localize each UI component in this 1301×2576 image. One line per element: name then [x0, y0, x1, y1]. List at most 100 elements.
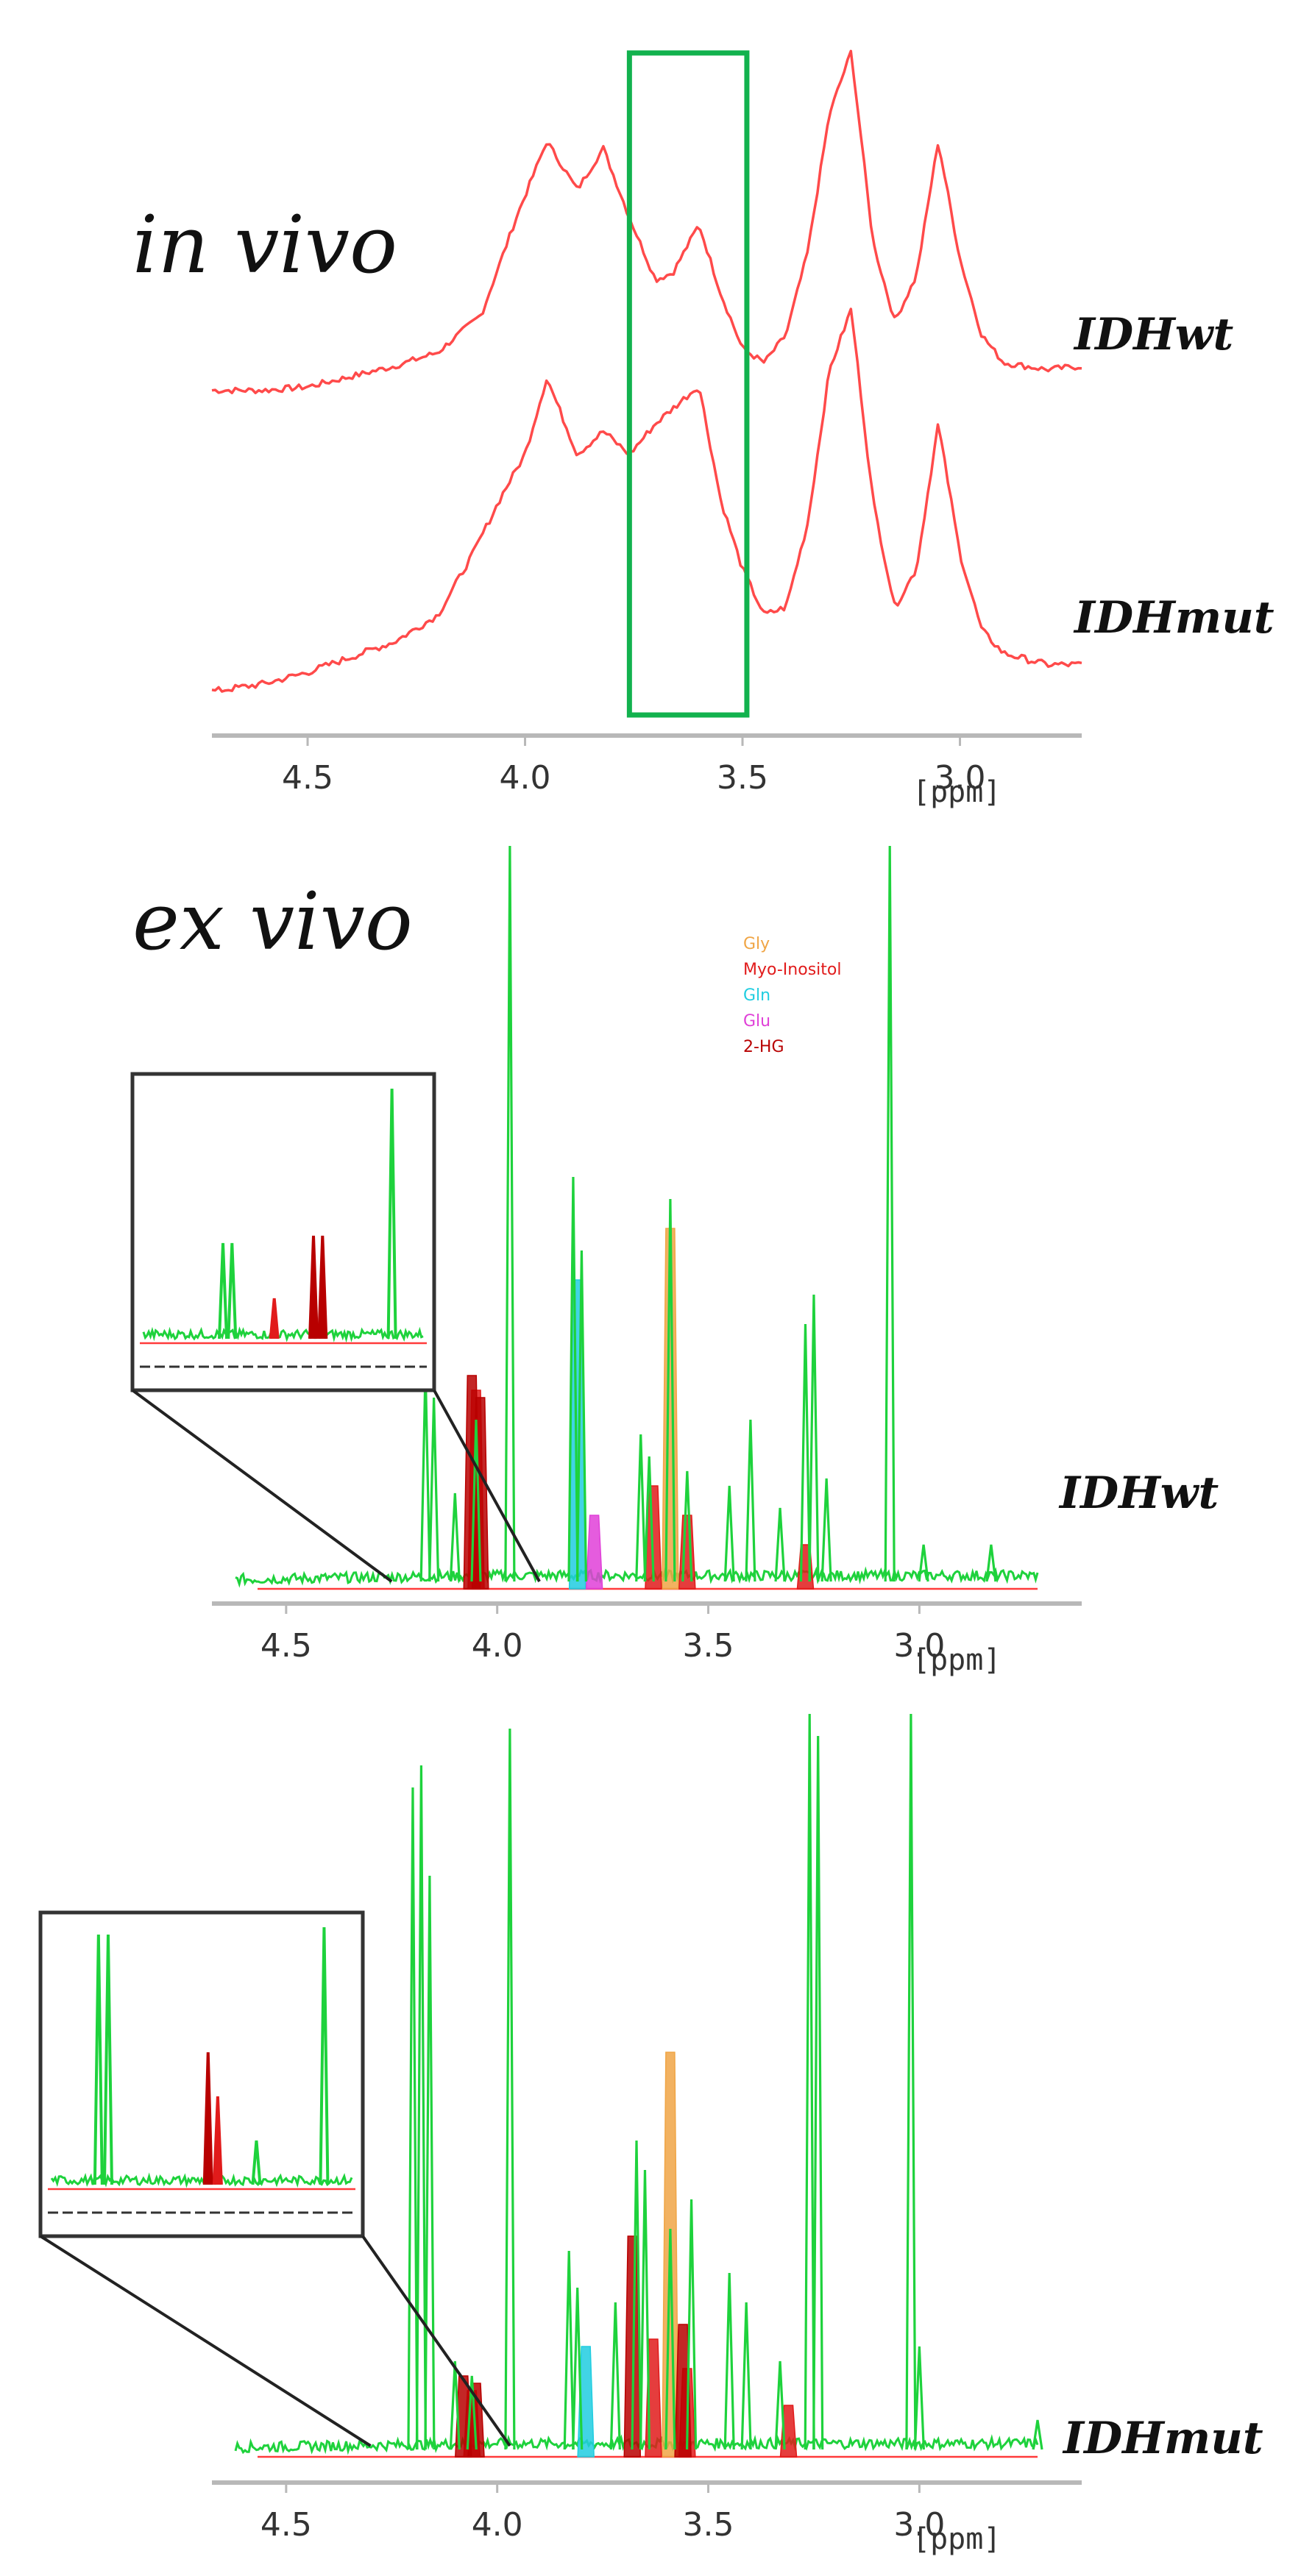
spectrum-peak: [808, 1294, 820, 1582]
x-tick-label: 4.5: [282, 759, 333, 797]
title-ex-vivo: ex vivo: [132, 876, 413, 968]
inset-peak-2-hg: [202, 2052, 213, 2185]
spectrum-peak: [407, 1787, 419, 2450]
label-idhwt: IDHwt: [1073, 309, 1233, 360]
spectrum-peak: [504, 1728, 516, 2450]
inset-peak: [319, 1926, 330, 2185]
inset-peak: [251, 2140, 262, 2185]
spectrum-peak: [664, 2228, 676, 2450]
inset-connector: [39, 2235, 372, 2447]
x-tick-label: 3.5: [683, 1627, 734, 1665]
inset-peak: [93, 1934, 104, 2185]
inset-connector: [433, 1390, 541, 1582]
spectrum-peak: [985, 1544, 997, 1582]
inset-peak-myo-inositol: [212, 2096, 223, 2185]
ex-vivo-idhmut-spectrum: [234, 1713, 1043, 2458]
label-ex-vivo-idhwt: IDHwt: [1058, 1467, 1219, 1519]
spectrum-peak: [918, 1544, 929, 1582]
spectrum-peak: [504, 845, 516, 1582]
zoom-inset-idhwt: [130, 1072, 541, 1583]
title-in-vivo: in vivo: [132, 199, 397, 291]
spectrum-peak: [631, 2140, 642, 2450]
legend-2-hg: 2-HG: [743, 1038, 784, 1056]
inset-peak: [218, 1242, 228, 1339]
spectrum-peak: [804, 1713, 815, 2450]
spectrum-peak: [470, 1419, 482, 1582]
spectrum-peak: [774, 2360, 786, 2450]
inset-peak-myo-inositol: [269, 1298, 280, 1339]
x-tick-label: 4.5: [260, 1627, 312, 1665]
spectrum-peak: [449, 1492, 461, 1582]
inset-connector: [131, 1389, 393, 1583]
spectrum-peak: [820, 1478, 832, 1582]
spectrum-peak: [643, 1456, 655, 1582]
x-axis-unit-ex-vivo-idhmut: [ppm]: [912, 2522, 1001, 2556]
inset-peak: [102, 1934, 113, 2185]
spectrum-peak: [723, 2272, 735, 2450]
label-ex-vivo-idhmut: IDHmut: [1062, 2413, 1263, 2464]
spectrum-peak: [609, 2302, 621, 2450]
in-vivo-spectra: [211, 49, 1082, 693]
spectrum-peak: [723, 1485, 735, 1582]
legend-myo-inositol: Myo-Inositol: [743, 961, 841, 979]
spectrum-peak: [913, 2346, 925, 2450]
spectrum-peak: [774, 1507, 786, 1582]
spectrum-peak: [449, 2360, 461, 2450]
panel-ex-vivo-idhwt: ex vivo Gly Myo-Inositol Gln Glu 2-HG ID…: [130, 845, 1219, 1677]
spectrum-peak: [685, 2199, 698, 2450]
inset-frame: [38, 1910, 365, 2238]
x-tick-label: 3.5: [683, 2506, 734, 2544]
x-tick-label: 3.0: [893, 1627, 945, 1665]
peak-myo-inositol: [678, 1515, 696, 1590]
x-tick-label: 3.0: [935, 759, 986, 797]
spectrum-peak: [635, 1434, 647, 1582]
metabolite-legend: Gly Myo-Inositol Gln Glu 2-HG: [743, 935, 841, 1056]
spectrum-peak: [419, 1367, 431, 1582]
label-idhmut: IDHmut: [1073, 592, 1275, 644]
x-tick-label: 4.5: [260, 2506, 312, 2544]
spectrum-peak: [812, 1735, 824, 2450]
legend-gly: Gly: [743, 935, 770, 953]
inset-connector: [361, 2235, 511, 2447]
inset-peak-2-hg: [308, 1235, 319, 1339]
spectrum-peak: [563, 2250, 575, 2450]
spectrum-peak: [424, 1875, 436, 2450]
x-axis-in-vivo: 4.5 4.0 3.5 3.0: [212, 733, 1082, 797]
highlight-region-box: [626, 50, 750, 718]
x-axis-unit-in-vivo: [ppm]: [912, 775, 1001, 809]
panel-in-vivo: in vivo IDHwt IDHmut 4.5 4.0 3.5 3.0 [ppm]: [132, 49, 1275, 809]
spectrum-peak: [466, 2375, 478, 2450]
zoom-inset-idhmut: [38, 1910, 511, 2447]
spectrum-peak: [740, 2302, 752, 2450]
spectrum-idhwt: [211, 49, 1082, 394]
x-axis-ex-vivo-idhwt: 4.5 4.0 3.5 3.0: [212, 1601, 1082, 1665]
spectrum-peak: [639, 2169, 651, 2450]
peak-glu: [585, 1515, 603, 1590]
x-tick-label: 3.5: [717, 759, 768, 797]
x-tick-label: 4.0: [472, 1627, 523, 1665]
spectrum-peak: [681, 1470, 693, 1582]
x-axis-ex-vivo-idhmut: 4.5 4.0 3.5 3.0: [212, 2480, 1082, 2544]
spectrum-peak: [567, 1176, 579, 1582]
x-tick-label: 4.0: [472, 2506, 523, 2544]
panel-ex-vivo-idhmut: IDHmut 4.5 4.0 3.5 3.0 [ppm]: [38, 1713, 1263, 2556]
ex-vivo-idhwt-spectrum: [235, 845, 1039, 1590]
spectrum-peak: [1032, 2419, 1043, 2450]
spectrum-idhmut: [211, 307, 1082, 693]
legend-glu: Glu: [743, 1012, 770, 1031]
spectrum-peak: [799, 1323, 812, 1582]
inset-trace: [142, 1326, 424, 1343]
spectrum-peak: [428, 1397, 440, 1582]
spectrum-peak: [905, 1713, 917, 2450]
x-tick-label: 4.0: [500, 759, 551, 797]
legend-gln: Gln: [743, 986, 770, 1005]
spectrum-peak: [664, 1198, 676, 1582]
inset-peak-2-hg: [317, 1235, 328, 1339]
spectrum-peak: [575, 1250, 588, 1582]
x-tick-label: 3.0: [893, 2506, 945, 2544]
x-axis-unit-ex-vivo-idhwt: [ppm]: [912, 1643, 1001, 1677]
spectrum-peak: [572, 2287, 584, 2450]
inset-peak: [227, 1242, 238, 1339]
spectrum-peak: [884, 845, 896, 1582]
